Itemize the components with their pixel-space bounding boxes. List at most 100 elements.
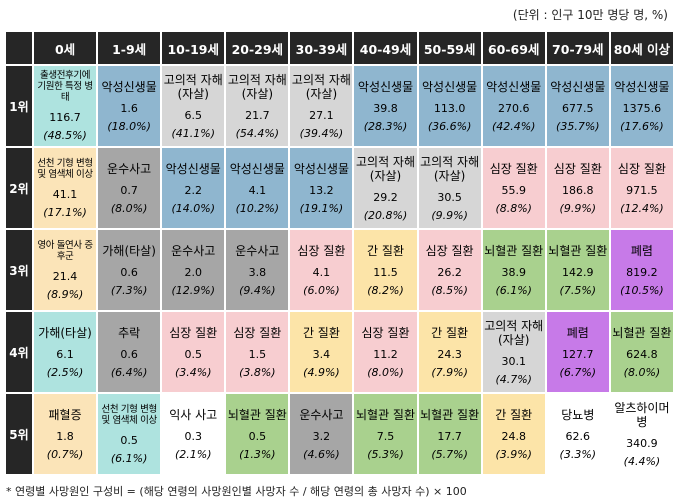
cause-cell: 선천 기형 변형 및 염색체 이상 41.1 (17.1%) [34, 148, 97, 228]
cause-name: 운수사고 [107, 161, 152, 176]
cause-name: 가해(타살) [38, 325, 92, 340]
cause-cell: 간 질환 3.4 (4.9%) [290, 312, 353, 392]
cause-cell: 가해(타살) 6.1 (2.5%) [34, 312, 97, 392]
cause-name: 심장 질환 [361, 325, 410, 340]
death-rate: 2.2 [184, 183, 202, 197]
share-percent: (14.0%) [171, 201, 215, 215]
share-percent: (7.9%) [431, 365, 468, 379]
death-rate: 971.5 [626, 183, 658, 197]
death-rate: 1.8 [56, 429, 74, 443]
cause-cell: 고의적 자해(자살) 21.7 (54.4%) [226, 66, 289, 146]
death-rate: 38.9 [501, 265, 526, 279]
cause-name: 가해(타살) [102, 243, 156, 258]
cause-cell: 당뇨병 62.6 (3.3%) [546, 394, 609, 474]
age-header: 30-39세 [290, 32, 353, 64]
share-percent: (5.3%) [367, 447, 404, 461]
cause-cell: 영아 돌연사 증후군 21.4 (8.9%) [34, 230, 97, 310]
share-percent: (10.2%) [235, 201, 280, 215]
cause-name: 영아 돌연사 증후군 [37, 239, 93, 262]
cause-cell: 뇌혈관 질환 624.8 (8.0%) [610, 312, 673, 392]
share-percent: (18.0%) [107, 119, 151, 133]
share-percent: (20.8%) [363, 208, 408, 222]
death-rate: 1.6 [120, 101, 138, 115]
share-percent: (4.9%) [303, 365, 340, 379]
cause-cell: 심장 질환 11.2 (8.0%) [354, 312, 417, 392]
cause-cell: 선천 기형 변형 및 염색체 이상 0.5 (6.1%) [98, 394, 161, 474]
cause-name: 고의적 자해(자살) [163, 72, 223, 101]
table-body: 1위 출생전후기에 기원한 특정 병태 116.7 (48.5%) 악성신생물 1.6 (1… [6, 66, 673, 474]
death-rate: 127.7 [562, 347, 594, 361]
death-rate: 0.7 [120, 183, 138, 197]
share-percent: (8.0%) [623, 365, 661, 379]
cause-cell: 악성신생물 39.8 (28.3%) [354, 66, 417, 146]
death-rate: 3.2 [312, 429, 331, 443]
cause-cell: 악성신생물 1375.6 (17.6%) [610, 66, 673, 146]
cause-name: 악성신생물 [357, 79, 414, 94]
cause-name: 고의적 자해(자살) [356, 154, 416, 183]
share-percent: (35.7%) [556, 119, 600, 133]
share-percent: (9.9%) [559, 201, 597, 215]
share-percent: (8.0%) [367, 365, 404, 379]
share-percent: (6.4%) [110, 365, 148, 379]
share-percent: (8.9%) [46, 287, 84, 301]
cause-cell: 심장 질환 971.5 (12.4%) [610, 148, 673, 228]
death-rate: 29.2 [373, 190, 398, 204]
death-rate: 4.1 [312, 265, 331, 279]
cause-name: 악성신생물 [101, 79, 157, 94]
cause-cell: 뇌혈관 질환 7.5 (5.3%) [354, 394, 417, 474]
cause-cell: 고의적 자해(자살) 30.5 (9.9%) [418, 148, 481, 228]
rank-label: 3위 [6, 230, 32, 310]
rank-label: 4위 [6, 312, 32, 392]
death-rate: 21.4 [52, 269, 78, 283]
share-percent: (7.3%) [110, 283, 148, 297]
cause-name: 고의적 자해(자살) [227, 72, 287, 101]
age-header: 70-79세 [546, 32, 609, 64]
share-percent: (12.4%) [620, 201, 664, 215]
death-rate: 0.5 [120, 433, 138, 447]
cause-cell: 심장 질환 1.5 (3.8%) [226, 312, 289, 392]
age-header: 0세 [34, 32, 97, 64]
cause-name: 심장 질환 [553, 161, 602, 176]
death-rate: 1375.6 [622, 101, 662, 115]
cause-cell: 고의적 자해(자살) 30.1 (4.7%) [482, 312, 545, 392]
share-percent: (42.4%) [491, 119, 536, 133]
death-rate: 24.8 [501, 429, 526, 443]
age-header: 80세 이상 [610, 32, 673, 64]
cause-name: 뇌혈관 질환 [227, 407, 287, 422]
cause-cell: 운수사고 3.8 (9.4%) [226, 230, 289, 310]
death-rate: 0.5 [184, 347, 202, 361]
cause-cell: 뇌혈관 질환 0.5 (1.3%) [226, 394, 289, 474]
cause-name: 악성신생물 [422, 79, 478, 94]
cause-cell: 악성신생물 13.2 (19.1%) [290, 148, 353, 228]
cause-cell: 심장 질환 55.9 (8.8%) [482, 148, 545, 228]
age-header: 1-9세 [98, 32, 161, 64]
rank-row: 4위 가해(타살) 6.1 (2.5%) 추락 0.6 (6.4%) 심장 질환 0.5 (3.4… [6, 312, 673, 392]
cause-name: 뇌혈관 질환 [420, 407, 480, 422]
share-percent: (6.0%) [303, 283, 340, 297]
cause-cell: 운수사고 0.7 (8.0%) [98, 148, 161, 228]
age-header: 10-19세 [162, 32, 225, 64]
death-rate: 270.6 [497, 101, 530, 115]
death-rate: 3.4 [312, 347, 331, 361]
death-rate: 0.3 [184, 429, 202, 443]
cause-name: 운수사고 [235, 243, 280, 258]
death-rate: 340.9 [626, 436, 658, 450]
death-rate: 41.1 [52, 187, 78, 201]
cause-name: 뇌혈관 질환 [612, 325, 672, 340]
cause-name: 뇌혈관 질환 [356, 407, 416, 422]
cause-name: 악성신생물 [550, 79, 606, 94]
rank-row: 1위 출생전후기에 기원한 특정 병태 116.7 (48.5%) 악성신생물 1.6 (1… [6, 66, 673, 146]
death-rate: 30.5 [437, 190, 462, 204]
share-percent: (12.9%) [171, 283, 215, 297]
death-rate: 11.5 [373, 265, 398, 279]
cause-cell: 심장 질환 26.2 (8.5%) [418, 230, 481, 310]
death-rate: 0.5 [248, 429, 267, 443]
death-rate: 55.9 [501, 183, 526, 197]
corner-cell [6, 32, 32, 64]
cause-name: 폐렴 [566, 325, 589, 340]
age-header: 20-29세 [226, 32, 289, 64]
death-rate: 13.2 [309, 183, 334, 197]
cause-name: 간 질환 [495, 407, 533, 422]
death-rate: 21.7 [245, 108, 270, 122]
cause-cell: 알츠하이머병 340.9 (4.4%) [610, 394, 673, 474]
